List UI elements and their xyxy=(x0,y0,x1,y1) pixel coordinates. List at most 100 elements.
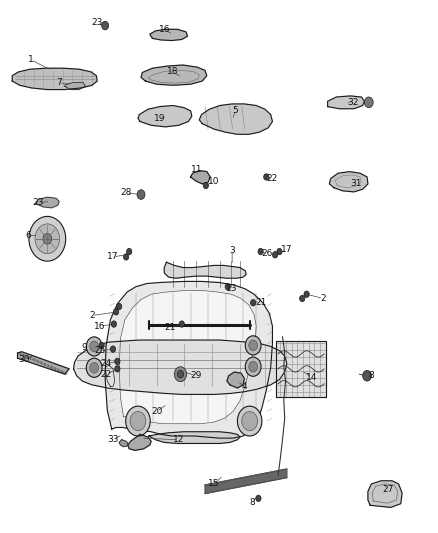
Text: 5: 5 xyxy=(233,107,239,115)
Text: 20: 20 xyxy=(151,407,162,416)
Circle shape xyxy=(29,216,66,261)
Circle shape xyxy=(249,340,258,351)
Circle shape xyxy=(137,190,145,199)
Polygon shape xyxy=(141,65,207,85)
Polygon shape xyxy=(227,372,244,388)
Circle shape xyxy=(225,284,230,290)
Circle shape xyxy=(203,182,208,189)
Circle shape xyxy=(256,495,261,502)
Circle shape xyxy=(242,411,258,431)
Circle shape xyxy=(272,252,278,258)
Circle shape xyxy=(117,303,122,310)
Circle shape xyxy=(99,342,104,349)
Text: 27: 27 xyxy=(382,485,393,494)
Text: 25: 25 xyxy=(94,346,106,355)
Text: 1: 1 xyxy=(28,55,34,64)
Circle shape xyxy=(35,224,60,254)
Text: 9: 9 xyxy=(81,343,87,352)
Text: 21: 21 xyxy=(164,324,176,332)
Text: 22: 22 xyxy=(100,370,112,378)
Circle shape xyxy=(43,233,52,244)
Circle shape xyxy=(113,309,119,315)
Polygon shape xyxy=(368,481,402,507)
Polygon shape xyxy=(191,171,210,184)
Polygon shape xyxy=(138,106,192,127)
Text: 22: 22 xyxy=(267,174,278,183)
Circle shape xyxy=(249,361,258,372)
Circle shape xyxy=(177,370,184,378)
Text: 16: 16 xyxy=(159,26,170,34)
Text: 3: 3 xyxy=(229,246,235,255)
Text: 18: 18 xyxy=(167,68,179,76)
Polygon shape xyxy=(105,281,272,438)
Text: 17: 17 xyxy=(281,245,293,254)
Text: 23: 23 xyxy=(33,198,44,207)
Text: 30: 30 xyxy=(18,356,30,364)
Polygon shape xyxy=(36,197,59,208)
Text: 14: 14 xyxy=(306,373,318,382)
Polygon shape xyxy=(119,440,128,447)
Polygon shape xyxy=(329,172,368,192)
Circle shape xyxy=(277,248,282,255)
Text: 26: 26 xyxy=(261,249,273,257)
Text: 8: 8 xyxy=(249,498,255,506)
Text: 33: 33 xyxy=(107,435,119,444)
Circle shape xyxy=(86,358,102,377)
Polygon shape xyxy=(199,104,272,134)
Circle shape xyxy=(245,336,261,355)
Polygon shape xyxy=(328,96,364,109)
Text: 6: 6 xyxy=(25,231,32,240)
Polygon shape xyxy=(119,290,256,424)
Text: 2: 2 xyxy=(89,311,95,320)
Polygon shape xyxy=(12,68,97,90)
Text: 4: 4 xyxy=(242,382,247,391)
Circle shape xyxy=(363,370,371,381)
Text: 19: 19 xyxy=(154,114,166,123)
Circle shape xyxy=(251,300,256,306)
Polygon shape xyxy=(18,352,69,374)
Text: 28: 28 xyxy=(120,189,132,197)
Circle shape xyxy=(258,248,263,255)
Text: 32: 32 xyxy=(347,98,358,107)
Polygon shape xyxy=(105,365,115,386)
Circle shape xyxy=(300,295,305,302)
Circle shape xyxy=(124,254,129,260)
Text: 11: 11 xyxy=(191,165,202,174)
Circle shape xyxy=(130,411,146,431)
Text: 10: 10 xyxy=(208,177,219,185)
Text: 15: 15 xyxy=(208,480,219,488)
Polygon shape xyxy=(128,434,151,450)
Text: 21: 21 xyxy=(255,298,266,307)
Circle shape xyxy=(90,341,99,352)
Polygon shape xyxy=(65,83,85,90)
Text: 12: 12 xyxy=(173,435,184,444)
Circle shape xyxy=(115,366,120,372)
Circle shape xyxy=(179,321,184,327)
Circle shape xyxy=(364,97,373,108)
Polygon shape xyxy=(74,340,287,394)
Circle shape xyxy=(110,346,116,352)
Text: 7: 7 xyxy=(56,78,62,87)
Text: 17: 17 xyxy=(107,253,119,261)
Polygon shape xyxy=(276,341,326,397)
Text: 24: 24 xyxy=(100,359,112,368)
Polygon shape xyxy=(149,432,240,443)
Circle shape xyxy=(111,321,117,327)
Text: 16: 16 xyxy=(94,322,106,330)
Circle shape xyxy=(126,406,150,436)
Polygon shape xyxy=(164,262,246,278)
Circle shape xyxy=(304,291,309,297)
Polygon shape xyxy=(150,29,187,41)
Text: 31: 31 xyxy=(350,180,361,188)
Circle shape xyxy=(237,406,262,436)
Circle shape xyxy=(127,248,132,255)
Text: 29: 29 xyxy=(191,372,202,380)
Circle shape xyxy=(90,362,99,373)
Circle shape xyxy=(245,357,261,376)
Circle shape xyxy=(174,367,187,382)
Circle shape xyxy=(86,337,102,356)
Circle shape xyxy=(115,358,120,365)
Text: 8: 8 xyxy=(368,372,374,380)
Text: 2: 2 xyxy=(321,294,326,303)
Text: 23: 23 xyxy=(92,18,103,27)
